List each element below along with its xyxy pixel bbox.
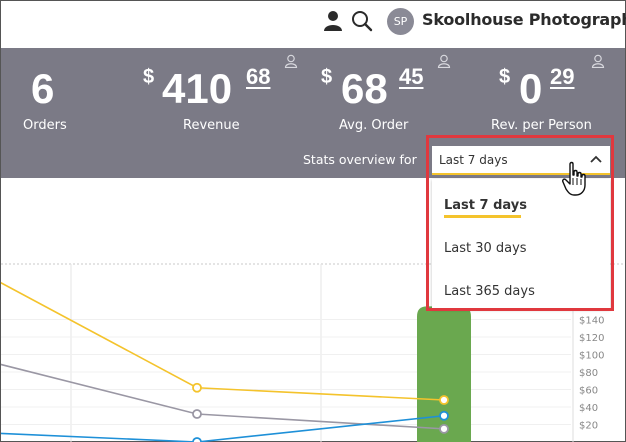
- person-outline-icon: [437, 54, 451, 68]
- data-point: [192, 437, 202, 442]
- rpp-cents: 29: [550, 64, 575, 89]
- period-select[interactable]: Last 7 days: [432, 146, 610, 175]
- y-tick-label: $100: [579, 351, 604, 362]
- avg-whole: 68: [341, 65, 388, 112]
- data-point: [439, 395, 449, 405]
- chart-bar: [417, 306, 471, 442]
- revenue-cents: 68: [246, 64, 271, 89]
- stats-overview-label: Stats overview for: [303, 152, 417, 167]
- top-header: SP Skoolhouse Photography: [1, 1, 626, 48]
- hand-cursor-icon: [562, 161, 586, 196]
- person-outline-icon: [284, 54, 298, 68]
- avg-cents: 45: [399, 64, 424, 89]
- y-tick-label: $140: [579, 316, 604, 327]
- rpp-whole: 0: [519, 65, 543, 112]
- data-point: [439, 423, 449, 434]
- period-menu: Last 7 days Last 30 days Last 365 days: [432, 179, 610, 309]
- revenue-label: Revenue: [183, 118, 240, 133]
- revenue-currency: $: [143, 66, 155, 88]
- avg-currency: $: [321, 66, 333, 88]
- orders-label: Orders: [23, 118, 67, 133]
- rpp-label: Rev. per Person: [491, 118, 592, 133]
- y-tick-label: $120: [579, 333, 604, 344]
- y-tick-label: $60: [579, 386, 598, 397]
- revenue-whole: 410: [162, 65, 233, 112]
- period-select-value: Last 7 days: [439, 153, 508, 167]
- avg-label: Avg. Order: [339, 118, 409, 133]
- data-point: [192, 382, 202, 393]
- selected-underline: [444, 215, 521, 218]
- user-icon[interactable]: [323, 10, 343, 32]
- data-point: [192, 409, 202, 419]
- menu-item-last-7-days[interactable]: Last 7 days: [444, 198, 527, 213]
- data-point: [439, 410, 449, 421]
- series-line: [1, 414, 445, 442]
- rpp-currency: $: [499, 66, 511, 88]
- y-tick-label: $80: [579, 368, 598, 379]
- company-name[interactable]: Skoolhouse Photography: [422, 10, 626, 29]
- search-icon[interactable]: [351, 10, 373, 32]
- y-tick-label: $20: [579, 421, 598, 432]
- sales-chart: $140 $120 $100 $80 $60 $40 $20: [1, 263, 625, 442]
- menu-item-last-30-days[interactable]: Last 30 days: [444, 241, 527, 256]
- chevron-up-icon: [590, 155, 602, 163]
- orders-value: 6: [31, 65, 55, 112]
- menu-item-last-365-days[interactable]: Last 365 days: [444, 284, 535, 299]
- person-outline-icon: [591, 54, 605, 68]
- avatar[interactable]: SP: [387, 8, 414, 35]
- y-tick-label: $40: [579, 403, 598, 414]
